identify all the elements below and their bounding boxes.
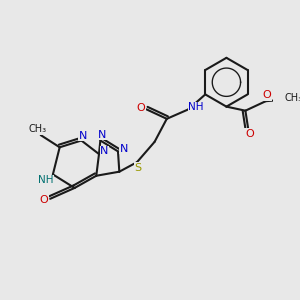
Text: N: N	[100, 146, 109, 156]
Text: CH₃: CH₃	[284, 94, 300, 103]
Text: N: N	[98, 130, 106, 140]
Text: O: O	[263, 90, 272, 100]
Text: NH: NH	[188, 102, 204, 112]
Text: CH₃: CH₃	[28, 124, 46, 134]
Text: N: N	[79, 130, 87, 141]
Text: O: O	[136, 103, 145, 113]
Text: NH: NH	[38, 176, 54, 185]
Text: S: S	[135, 163, 142, 173]
Text: O: O	[40, 195, 49, 205]
Text: N: N	[120, 144, 128, 154]
Text: O: O	[245, 129, 254, 139]
